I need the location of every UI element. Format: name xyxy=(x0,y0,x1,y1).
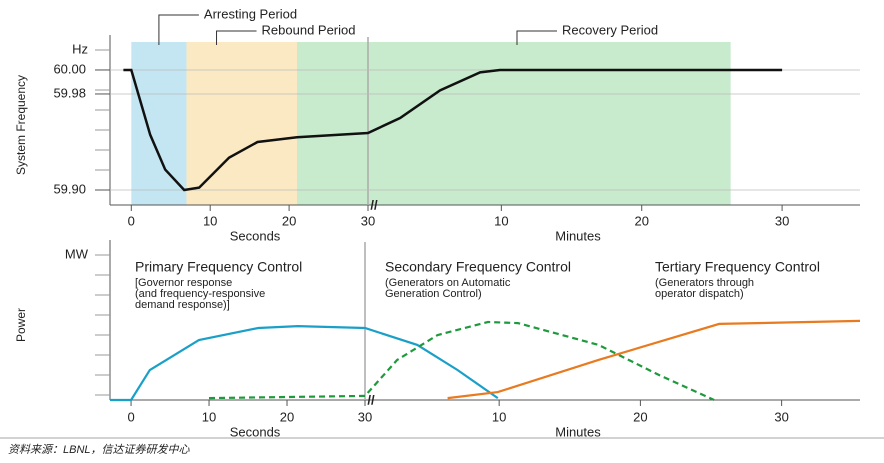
period-region xyxy=(296,42,731,205)
y-axis-label: System Frequency xyxy=(14,75,28,175)
region-label: Arresting Period xyxy=(204,6,297,21)
x-tick-label: 20 xyxy=(282,213,296,228)
axis-break: // xyxy=(367,392,375,407)
series-name: Secondary Frequency Control xyxy=(385,259,571,275)
x-tick-label: 30 xyxy=(361,213,375,228)
region-label: Rebound Period xyxy=(262,22,356,37)
series-line xyxy=(208,320,715,402)
x-tick-label: 20 xyxy=(633,409,647,424)
series-description: demand response)] xyxy=(135,299,230,311)
region-label: Recovery Period xyxy=(562,22,658,37)
leader-line xyxy=(216,30,257,45)
x-tick-label: 10 xyxy=(203,213,217,228)
y-unit: MW xyxy=(65,246,89,261)
series-line xyxy=(447,319,861,400)
series-name: Tertiary Frequency Control xyxy=(655,259,820,275)
x-axis-label: Minutes xyxy=(555,424,601,439)
x-tick-label: 30 xyxy=(774,409,788,424)
series-description: operator dispatch) xyxy=(655,288,744,300)
x-tick-label: 10 xyxy=(494,213,508,228)
period-region xyxy=(186,42,297,205)
x-tick-label: 30 xyxy=(358,409,372,424)
x-tick-label: 10 xyxy=(202,409,216,424)
source-note: 资料来源：LBNL，信达证券研发中心 xyxy=(8,443,191,456)
axis-break: // xyxy=(370,197,378,212)
y-tick-label: 59.98 xyxy=(53,85,86,100)
y-unit: Hz xyxy=(72,41,88,56)
y-tick-label: 59.90 xyxy=(53,181,86,196)
x-axis-label: Seconds xyxy=(230,424,281,439)
x-tick-label: 30 xyxy=(775,213,789,228)
x-axis-label: Seconds xyxy=(230,228,281,243)
series-description: (and frequency-responsive xyxy=(135,288,265,300)
x-tick-label: 20 xyxy=(280,409,294,424)
y-tick-label: 60.00 xyxy=(53,61,86,76)
leader-line xyxy=(158,14,199,45)
leader-line xyxy=(516,30,557,45)
x-tick-label: 10 xyxy=(492,409,506,424)
x-tick-label: 0 xyxy=(128,213,135,228)
series-line xyxy=(110,324,499,402)
y-axis-label: Power xyxy=(14,308,28,342)
x-axis-label: Minutes xyxy=(555,228,601,243)
series-line xyxy=(123,68,783,192)
series-description: (Generators on Automatic xyxy=(385,277,511,289)
series-description: [Governor response xyxy=(135,277,232,289)
series-description: (Generators through xyxy=(655,277,754,289)
series-description: Generation Control) xyxy=(385,288,482,300)
x-tick-label: 20 xyxy=(634,213,648,228)
period-region xyxy=(131,42,187,205)
series-name: Primary Frequency Control xyxy=(135,259,302,275)
x-tick-label: 0 xyxy=(127,409,134,424)
